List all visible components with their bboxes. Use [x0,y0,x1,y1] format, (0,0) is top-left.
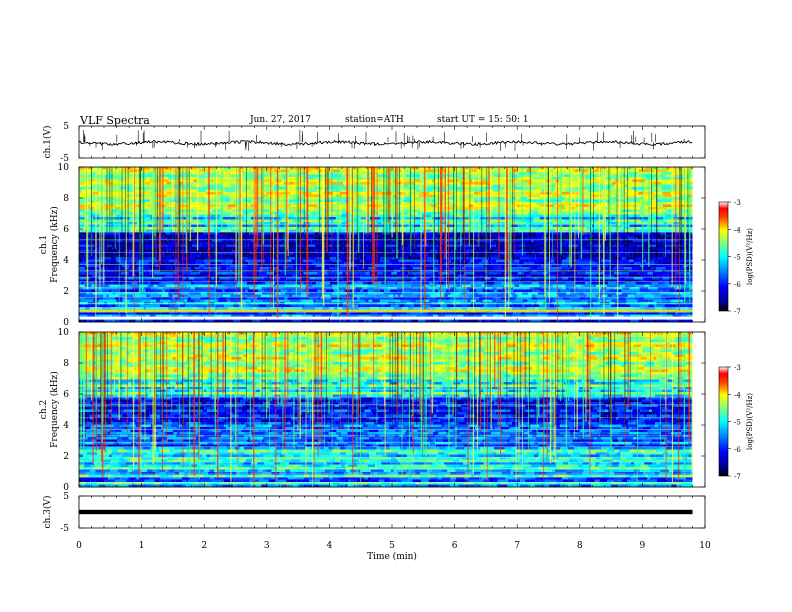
ch2-spectrogram-ylabel-1: ch.2 [39,400,49,419]
ch1-spectrogram-ytick-1: 2 [63,287,69,297]
xtick-8: 8 [577,541,583,551]
ch1-waveform-ylabel: ch.1(V) [42,126,53,159]
xtick-6: 6 [452,541,458,551]
xtick-1: 1 [139,541,145,551]
xtick-5: 5 [389,541,395,551]
ch3-waveform-ytick-1: -5 [60,524,69,534]
ch2-spectrogram-ytick-3: 6 [63,390,69,400]
chart-title: VLF Spectra [80,114,150,127]
ch2-spectrogram-colorbar-label: log(PSD)(V²/Hz) [746,393,754,450]
ch1-spectrogram-colorbar-tick-3: -6 [734,281,741,289]
ch2-spectrogram-colorbar [718,366,729,477]
ch2-spectrogram-image [79,332,693,488]
ch1-spectrogram-ytick-0: 0 [63,318,69,328]
ch1-spectrogram-colorbar-tick-1: -4 [734,226,741,234]
ch2-spectrogram-colorbar-tick-3: -6 [734,446,741,454]
ch2-spectrogram-colorbar-tick-1: -4 [734,391,741,399]
xtick-4: 4 [327,541,333,551]
ch1-spectrogram-ylabel-1: ch.1 [39,235,49,254]
ch1-spectrogram-colorbar-tick-0: -3 [734,199,741,207]
ch1-spectrogram-colorbar-tick-4: -7 [734,308,741,316]
date-label: Jun. 27, 2017 [250,115,312,125]
x-axis-label: Time (min) [367,551,417,562]
start-ut-label: start UT = 15: 50: 1 [437,115,529,125]
ch1-spectrogram-ylabel-2: Frequency (kHz) [49,206,60,283]
ch1-spectrogram-ytick-5: 10 [58,163,70,173]
ch1-waveform-panel [78,125,706,159]
ch1-spectrogram-ytick-2: 4 [63,256,69,266]
ch2-spectrogram-colorbar-tick-2: -5 [734,419,741,427]
ch2-spectrogram-panel [78,331,731,488]
ch1-waveform-line [78,139,693,147]
ch1-spectrogram-ytick-3: 6 [63,225,69,235]
station-label: station=ATH [345,115,404,125]
ch2-spectrogram-ylabel-2: Frequency (kHz) [49,371,60,448]
ch1-spectrogram-image [78,167,693,323]
xtick-10: 10 [699,541,711,551]
ch3-waveform-line [79,509,693,515]
ch1-spectrogram-panel [78,166,731,323]
xtick-9: 9 [640,541,646,551]
ch3-waveform-ylabel: ch.3(V) [42,496,53,529]
ch2-spectrogram-ytick-4: 8 [63,359,69,369]
ch1-spectrogram-ytick-4: 8 [63,194,69,204]
ch2-spectrogram-ytick-1: 2 [63,452,69,462]
ch2-spectrogram-ytick-2: 4 [63,421,69,431]
xtick-0: 0 [76,541,82,551]
ch1-spectrogram-colorbar [718,201,729,312]
ch1-waveform-ytick-1: -5 [60,154,69,164]
xtick-7: 7 [514,541,520,551]
ch2-spectrogram-ytick-0: 0 [63,483,69,493]
ch1-spectrogram-colorbar-tick-2: -5 [734,254,741,262]
ch2-spectrogram-colorbar-tick-4: -7 [734,473,741,481]
xtick-3: 3 [264,541,270,551]
ch3-waveform-panel [78,495,706,529]
ch2-spectrogram-colorbar-tick-0: -3 [734,364,741,372]
ch1-spectrogram-colorbar-label: log(PSD)(V²/Hz) [746,228,754,285]
ch3-waveform-ytick-0: 5 [63,492,69,502]
ch1-waveform-ytick-0: 5 [63,122,69,132]
xtick-2: 2 [201,541,207,551]
ch2-spectrogram-ytick-5: 10 [58,328,70,338]
